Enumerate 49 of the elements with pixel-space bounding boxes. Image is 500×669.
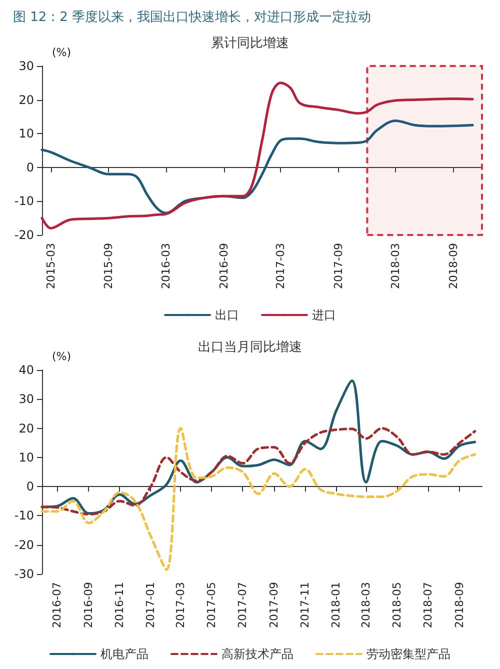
y-tick-label: 10	[18, 450, 34, 464]
y-tick-label: 30	[18, 59, 34, 73]
legend-label: 进口	[312, 308, 336, 322]
y-tick-label: 0	[26, 480, 34, 494]
x-tick-label: 2015-03	[44, 243, 58, 289]
legend-label: 劳动密集型产品	[366, 647, 450, 661]
legend-label: 高新技术产品	[222, 647, 294, 661]
x-tick-label: 2016-11	[113, 582, 126, 628]
y-tick-label: 40	[18, 363, 34, 377]
chart-subtitle: 累计同比增速	[211, 36, 289, 51]
x-tick-label: 2018-05	[390, 582, 404, 628]
x-tick-label: 2017-05	[205, 582, 218, 628]
line-series	[40, 427, 476, 571]
y-tick-label: 30	[18, 392, 34, 406]
y-tick-label: 0	[26, 160, 34, 174]
x-tick-label: 2017-09	[332, 243, 346, 289]
x-tick-label: 2016-03	[159, 243, 172, 289]
x-tick-label: 2016-09	[217, 243, 230, 289]
x-tick-label: 2018-03	[360, 582, 373, 628]
line-series	[40, 82, 474, 230]
x-tick-label: 2018-09	[446, 243, 460, 289]
x-tick-label: 2018-01	[330, 582, 343, 628]
legend-label: 出口	[215, 308, 239, 322]
chart-subtitle: 出口当月同比增速	[198, 340, 302, 355]
x-tick-label: 2016-07	[50, 582, 64, 628]
y-tick-label: -10	[14, 508, 34, 523]
y-tick-label: -10	[14, 194, 34, 208]
x-tick-label: 2017-09	[268, 582, 281, 628]
x-tick-label: 2017-03	[174, 582, 188, 628]
y-tick-label: -20	[14, 538, 34, 552]
y-axis-title: (%)	[52, 350, 72, 363]
x-tick-label: 2017-03	[274, 243, 288, 289]
x-tick-label: 2018-03	[389, 243, 402, 289]
chart-title: 图 12：2 季度以来，我国出口快速增长，对进口形成一定拉动	[13, 9, 372, 25]
legend-label: 机电产品	[100, 647, 148, 661]
y-tick-label: -30	[14, 567, 34, 581]
line-series	[40, 427, 476, 516]
x-tick-label: 2017-01	[144, 582, 158, 628]
y-tick-label: 20	[18, 421, 34, 436]
x-tick-label: 2018-07	[422, 582, 435, 628]
y-tick-label: 10	[18, 126, 34, 141]
x-tick-label: 2015-09	[102, 243, 116, 289]
x-tick-label: 2016-09	[82, 582, 96, 628]
y-axis-title: (%)	[52, 46, 72, 59]
x-tick-label: 2018-09	[453, 582, 466, 628]
y-tick-label: -20	[14, 228, 34, 242]
x-tick-label: 2017-07	[236, 582, 250, 628]
x-tick-label: 2017-11	[298, 582, 312, 628]
y-tick-label: 20	[18, 92, 34, 107]
